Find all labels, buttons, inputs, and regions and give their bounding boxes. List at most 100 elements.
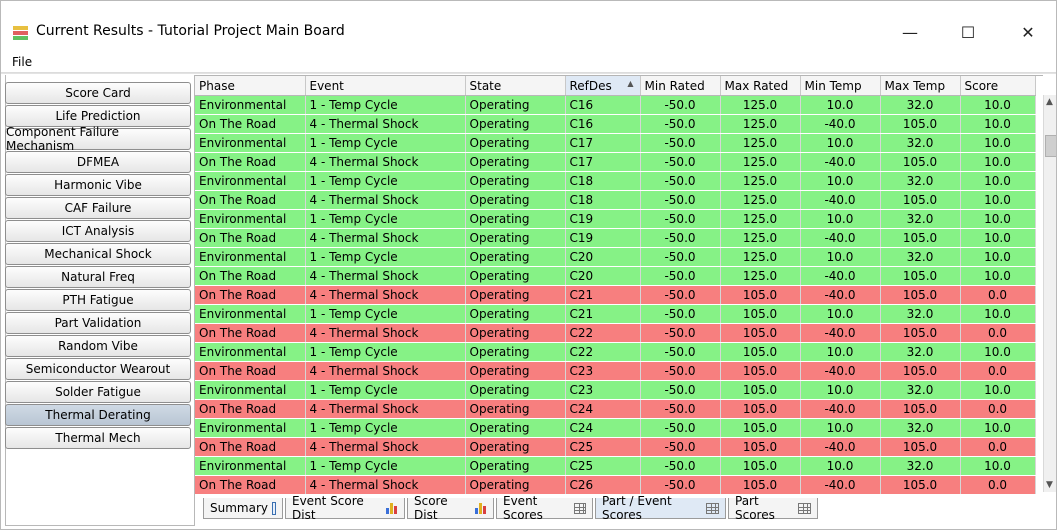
column-header-phase[interactable]: Phase xyxy=(195,76,306,96)
column-header-state[interactable]: State xyxy=(465,76,566,96)
cell-min-rated: -50.0 xyxy=(640,152,721,172)
cell-refdes: C22 xyxy=(565,342,641,362)
sidebar-item-natural-freq[interactable]: Natural Freq xyxy=(5,266,191,288)
tab-summary[interactable]: Summary xyxy=(203,498,283,519)
sidebar-item-pth-fatigue[interactable]: PTH Fatigue xyxy=(5,289,191,311)
tab-label: Event Score Dist xyxy=(292,494,364,522)
column-header-max-rated[interactable]: Max Rated xyxy=(720,76,801,96)
table-row[interactable]: Environmental 1 - Temp Cycle Operating C17-… xyxy=(195,133,1036,153)
sidebar-item-dfmea[interactable]: DFMEA xyxy=(5,151,191,173)
sidebar-item-part-validation[interactable]: Part Validation xyxy=(5,312,191,334)
table-row[interactable]: On The Road 4 - Thermal Shock Operating C16… xyxy=(195,114,1036,134)
cell-phase: Environmental xyxy=(195,342,306,362)
table-row[interactable]: Environmental 1 - Temp Cycle Operating C18-… xyxy=(195,171,1036,191)
cell-refdes: C21 xyxy=(565,304,641,324)
table-row[interactable]: On The Road 4 - Thermal Shock Operating C20… xyxy=(195,266,1036,286)
cell-refdes: C24 xyxy=(565,399,641,419)
cell-min-rated: -50.0 xyxy=(640,304,721,324)
column-header-score[interactable]: Score xyxy=(960,76,1036,96)
cell-score: 0.0 xyxy=(960,323,1036,343)
cell-state: Operating xyxy=(465,304,566,324)
scroll-down-icon[interactable]: ▼ xyxy=(1046,480,1053,490)
cell-min-temp: -40.0 xyxy=(800,228,881,248)
cell-max-rated: 105.0 xyxy=(720,361,801,381)
table-icon xyxy=(798,502,811,514)
cell-state: Operating xyxy=(465,133,566,153)
sidebar-item-life-prediction[interactable]: Life Prediction xyxy=(5,105,191,127)
table-row[interactable]: Environmental 1 - Temp Cycle Operating C20-… xyxy=(195,247,1036,267)
scroll-up-icon[interactable]: ▲ xyxy=(1046,97,1053,107)
table-row[interactable]: Environmental 1 - Temp Cycle Operating C25-… xyxy=(195,456,1036,476)
cell-min-rated: -50.0 xyxy=(640,380,721,400)
column-header-label: Max Temp xyxy=(884,78,946,93)
sidebar-item-random-vibe[interactable]: Random Vibe xyxy=(5,335,191,357)
sidebar-item-ict-analysis[interactable]: ICT Analysis xyxy=(5,220,191,242)
tab-event-score-dist[interactable]: Event Score Dist xyxy=(285,494,405,522)
table-row[interactable]: Environmental 1 - Temp Cycle Operating C19-… xyxy=(195,209,1036,229)
cell-max-rated: 125.0 xyxy=(720,152,801,172)
tab-score-dist[interactable]: Score Dist xyxy=(407,494,494,522)
table-row[interactable]: On The Road 4 - Thermal Shock Operating C24… xyxy=(195,399,1036,419)
cell-min-rated: -50.0 xyxy=(640,247,721,267)
tab-event-scores[interactable]: Event Scores xyxy=(496,494,593,522)
sidebar-item-caf-failure[interactable]: CAF Failure xyxy=(5,197,191,219)
sidebar-item-semiconductor-wearout[interactable]: Semiconductor Wearout xyxy=(5,358,191,380)
table-row[interactable]: On The Road 4 - Thermal Shock Operating C25… xyxy=(195,437,1036,457)
table-row[interactable]: Environmental 1 - Temp Cycle Operating C21-… xyxy=(195,304,1036,324)
cell-min-temp: 10.0 xyxy=(800,456,881,476)
cell-max-rated: 125.0 xyxy=(720,266,801,286)
cell-phase: On The Road xyxy=(195,190,306,210)
table-row[interactable]: On The Road 4 - Thermal Shock Operating C23… xyxy=(195,361,1036,381)
app-icon xyxy=(13,26,28,40)
bar-icon-segment xyxy=(479,503,483,514)
cell-max-temp: 32.0 xyxy=(880,304,961,324)
sidebar-item-solder-fatigue[interactable]: Solder Fatigue xyxy=(5,381,191,403)
cell-refdes: C21 xyxy=(565,285,641,305)
close-button[interactable]: ✕ xyxy=(1005,13,1051,51)
cell-score: 0.0 xyxy=(960,475,1036,495)
scroll-thumb[interactable] xyxy=(1045,135,1056,157)
table-row[interactable]: On The Road 4 - Thermal Shock Operating C21… xyxy=(195,285,1036,305)
cell-max-temp: 32.0 xyxy=(880,133,961,153)
sidebar-item-mechanical-shock[interactable]: Mechanical Shock xyxy=(5,243,191,265)
column-header-label: Phase xyxy=(199,78,235,93)
cell-phase: Environmental xyxy=(195,171,306,191)
minimize-button[interactable]: — xyxy=(887,13,933,51)
cell-score: 10.0 xyxy=(960,380,1036,400)
sort-ascending-icon: ▲ xyxy=(627,78,634,88)
vertical-scrollbar[interactable]: ▲ ▼ xyxy=(1043,95,1056,492)
column-header-min-rated[interactable]: Min Rated xyxy=(640,76,721,96)
menu-file[interactable]: File xyxy=(12,55,33,69)
column-header-max-temp[interactable]: Max Temp xyxy=(880,76,961,96)
sidebar-item-thermal-derating[interactable]: Thermal Derating xyxy=(5,404,191,426)
cell-state: Operating xyxy=(465,342,566,362)
column-header-label: Min Rated xyxy=(644,78,705,93)
tab-part-event-scores[interactable]: Part / Event Scores xyxy=(595,494,726,522)
sidebar-item-component-failure-mechanism[interactable]: Component Failure Mechanism xyxy=(5,125,191,153)
cell-event: 1 - Temp Cycle xyxy=(305,209,466,229)
table-row[interactable]: On The Road 4 - Thermal Shock Operating C18… xyxy=(195,190,1036,210)
cell-max-rated: 105.0 xyxy=(720,437,801,457)
table-row[interactable]: Environmental 1 - Temp Cycle Operating C24-… xyxy=(195,418,1036,438)
table-row[interactable]: Environmental 1 - Temp Cycle Operating C23-… xyxy=(195,380,1036,400)
sidebar-item-score-card[interactable]: Score Card xyxy=(5,82,191,104)
column-header-refdes[interactable]: RefDes ▲ xyxy=(565,76,641,96)
column-header-event[interactable]: Event xyxy=(305,76,466,96)
tab-part-scores[interactable]: Part Scores xyxy=(728,494,818,522)
table-row[interactable]: On The Road 4 - Thermal Shock Operating C17… xyxy=(195,152,1036,172)
cell-state: Operating xyxy=(465,152,566,172)
cell-event: 4 - Thermal Shock xyxy=(305,228,466,248)
table-row[interactable]: Environmental 1 - Temp Cycle Operating C22-… xyxy=(195,342,1036,362)
sidebar-item-harmonic-vibe[interactable]: Harmonic Vibe xyxy=(5,174,191,196)
cell-max-temp: 105.0 xyxy=(880,437,961,457)
cell-score: 10.0 xyxy=(960,304,1036,324)
cell-phase: On The Road xyxy=(195,437,306,457)
table-row[interactable]: On The Road 4 - Thermal Shock Operating C26… xyxy=(195,475,1036,495)
column-header-min-temp[interactable]: Min Temp xyxy=(800,76,881,96)
cell-event: 4 - Thermal Shock xyxy=(305,285,466,305)
table-row[interactable]: Environmental 1 - Temp Cycle Operating C16-… xyxy=(195,95,1036,115)
sidebar-item-thermal-mech[interactable]: Thermal Mech xyxy=(5,427,191,449)
maximize-button[interactable]: ☐ xyxy=(945,13,991,51)
table-row[interactable]: On The Road 4 - Thermal Shock Operating C19… xyxy=(195,228,1036,248)
table-row[interactable]: On The Road 4 - Thermal Shock Operating C22… xyxy=(195,323,1036,343)
